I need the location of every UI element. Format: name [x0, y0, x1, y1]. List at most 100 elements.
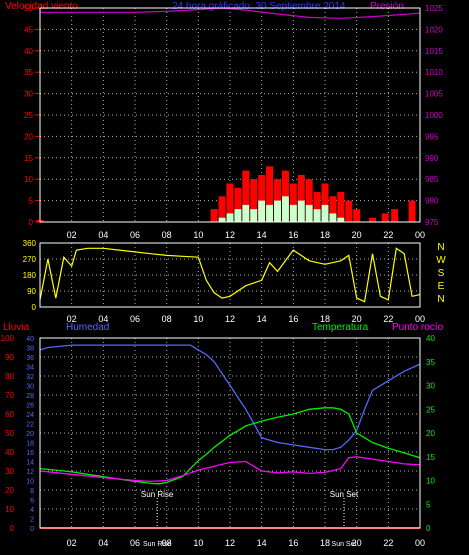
wind-pressure-x-tick-label: 08 [162, 230, 172, 240]
pressure-axis-title: Presión [370, 1, 404, 12]
compass-label: N [437, 294, 444, 305]
wind-gust-bar [210, 209, 218, 222]
humidity-tick-label: 20 [26, 431, 34, 438]
temperature-tick-labels: 0 5 10 15 20 25 30 35 40 [426, 334, 435, 533]
wind-direction-tick-label: 360 [23, 239, 37, 248]
wind-direction-grid [40, 243, 420, 307]
wind-speed-axis-title: Velocidad viento [5, 1, 78, 12]
wind-direction-tick-label: 180 [23, 271, 37, 280]
humidity-tick-label: 2 [30, 517, 34, 524]
humidity-tick-label: 12 [26, 469, 34, 476]
wind-pressure-plot-area [36, 7, 421, 222]
temperature-tick-label: 35 [426, 358, 435, 367]
rain-axis-title: Lluvia [3, 322, 30, 333]
humidity-tick-label: 14 [26, 460, 34, 467]
humidity-tick-label: 32 [26, 374, 34, 381]
humidity-tick-label: 26 [26, 403, 34, 410]
humidity-tick-label: 24 [26, 412, 34, 419]
wind-speed-tick-label: 20 [24, 132, 33, 141]
rain-tick-label: 10 [5, 505, 14, 514]
rain-tick-label: 0 [10, 524, 15, 533]
wind-speed-bar [329, 213, 337, 222]
wind-pressure-x-tick-label: 10 [193, 230, 203, 240]
wind-speed-tick-label: 10 [24, 175, 33, 184]
wind-speed-bar [258, 200, 266, 222]
wind-pressure-x-tick-label: 02 [67, 230, 77, 240]
wind-pressure-x-tick-label: 22 [383, 230, 393, 240]
wind-gust-bar [329, 196, 337, 222]
wind-gust-bar [369, 217, 376, 222]
sun-time-label: Sun Rise [143, 541, 172, 548]
sun-time-label: Sun Set [332, 541, 357, 548]
wind-gust-bar [345, 200, 353, 222]
humidity-tick-label: 16 [26, 450, 34, 457]
wind-speed-bar [305, 204, 313, 222]
temperature-humidity-x-tick-label: 14 [257, 538, 267, 548]
wind-gust-bar [218, 196, 226, 222]
pressure-tick-label: 980 [425, 197, 439, 206]
temperature-axis-title: Temperatura [312, 322, 369, 333]
temperature-tick-label: 40 [426, 334, 435, 343]
pressure-tick-label: 1000 [425, 111, 443, 120]
wind-direction-tick-label: 0 [32, 303, 37, 312]
compass-label: S [438, 268, 445, 279]
pressure-tick-label: 1015 [425, 47, 443, 56]
wind-gust-bar [234, 187, 242, 222]
humidity-tick-label: 0 [30, 526, 34, 533]
rain-tick-label: 40 [5, 448, 14, 457]
temperature-humidity-x-tick-label: 16 [288, 538, 298, 548]
chart-title: 24 hora gráficado: 30 Septiembre 2014 [172, 1, 346, 12]
temperature-tick-label: 5 [426, 500, 431, 509]
temperature-humidity-x-tick-label: 06 [130, 538, 140, 548]
wind-direction-frame [39, 242, 421, 308]
rain-tick-label: 80 [5, 372, 14, 381]
wind-gust-bar [305, 179, 313, 222]
temperature-humidity-x-tick-label: 10 [193, 538, 203, 548]
temperature-humidity-x-tick-labels: 02 04 06 08 10 12 14 16 18 20 22 00 [67, 538, 425, 548]
humidity-axis-title: Humedad [66, 322, 109, 333]
compass-label: E [438, 281, 445, 292]
wind-direction-x-tick-label: 20 [352, 314, 362, 324]
rain-tick-label: 90 [5, 353, 14, 362]
wind-direction-x-tick-label: 18 [320, 314, 330, 324]
rain-tick-label: 50 [5, 429, 14, 438]
wind-speed-tick-label: 0 [29, 218, 34, 227]
wind-gust-bar [313, 192, 321, 222]
wind-speed-bar [266, 204, 274, 222]
sun-rise-label: Sun Rise [141, 490, 174, 499]
temperature-tick-label: 20 [426, 429, 435, 438]
temperature-humidity-x-tick-label: 22 [383, 538, 393, 548]
wind-speed-bar [250, 209, 258, 222]
wind-pressure-panel: Velocidad viento 24 hora gráficado: 30 S… [5, 1, 443, 240]
wind-speed-bar [218, 217, 226, 222]
temperature-tick-label: 10 [426, 477, 435, 486]
temperature-humidity-frame [39, 337, 421, 529]
pressure-line [40, 7, 421, 19]
wind-pressure-x-tick-labels: 02 04 06 08 10 12 14 16 18 20 22 00 [67, 230, 425, 240]
wind-direction-x-tick-label: 06 [130, 314, 140, 324]
temperature-humidity-panel: Lluvia Humedad Temperatura Punto rocío 0… [1, 322, 444, 548]
wind-speed-tick-label: 45 [24, 25, 33, 34]
humidity-tick-label: 6 [30, 498, 34, 505]
humidity-tick-label: 8 [30, 488, 34, 495]
wind-gust-bar [408, 200, 416, 222]
wind-direction-x-tick-label: 00 [415, 314, 425, 324]
humidity-tick-label: 22 [26, 422, 34, 429]
temperature-humidity-x-tick-label: 04 [98, 538, 108, 548]
pressure-tick-label: 1025 [425, 4, 443, 13]
wind-speed-bar [289, 204, 297, 222]
wind-gust-bar [353, 209, 361, 222]
dewpoint-line [39, 456, 421, 483]
wind-direction-x-tick-label: 08 [162, 314, 172, 324]
wind-speed-bar [242, 204, 250, 222]
humidity-tick-label: 34 [26, 365, 34, 372]
pressure-tick-label: 1020 [425, 25, 443, 34]
pressure-tick-label: 985 [425, 175, 439, 184]
temperature-humidity-x-tick-label: 18 [320, 538, 330, 548]
temperature-humidity-x-tick-label: 20 [352, 538, 362, 548]
wind-direction-tick-labels: 0 90 180 270 360 [23, 239, 37, 312]
wind-pressure-x-tick-label: 00 [415, 230, 425, 240]
